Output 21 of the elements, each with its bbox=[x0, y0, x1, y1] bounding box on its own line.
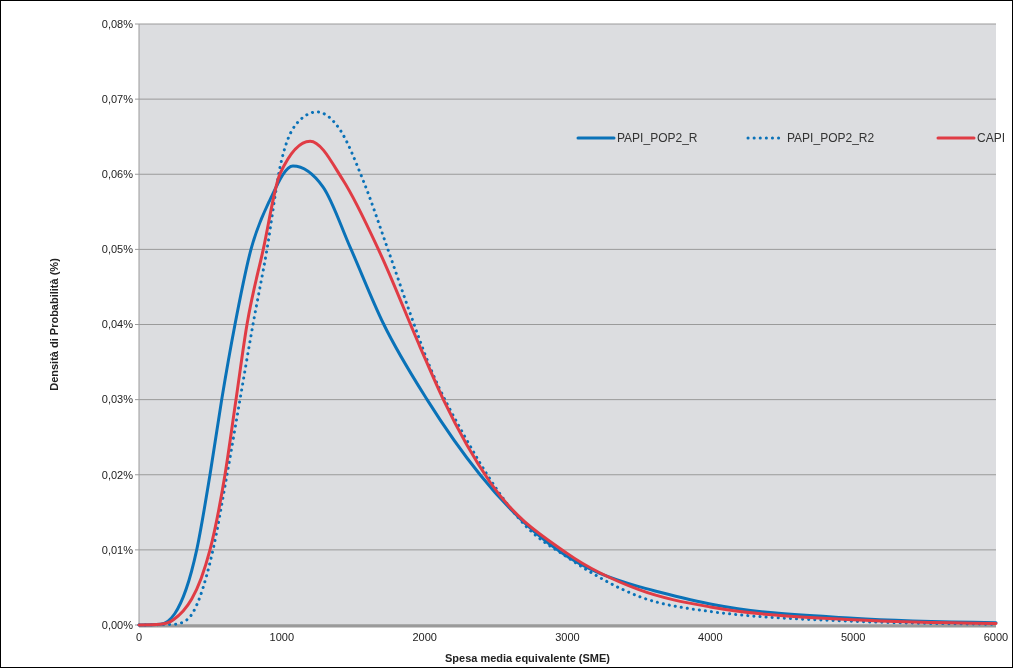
x-tick-label: 0 bbox=[135, 631, 143, 643]
x-tick-label: 3000 bbox=[555, 631, 580, 643]
y-tick-label: 0,02% bbox=[101, 468, 134, 481]
legend-label: PAPI_POP2_R bbox=[617, 131, 698, 146]
y-tick-label: 0,01% bbox=[101, 543, 134, 556]
y-tick-label: 0,00% bbox=[101, 618, 134, 631]
x-tick-label: 4000 bbox=[698, 631, 723, 643]
x-tick-label: 6000 bbox=[983, 631, 1009, 643]
x-axis-title: Spesa media equivalente (SME) bbox=[444, 652, 611, 664]
y-tick-label: 0,04% bbox=[101, 318, 134, 331]
y-tick-label: 0,06% bbox=[101, 168, 134, 181]
x-tick-label: 1000 bbox=[269, 631, 295, 643]
y-tick-label: 0,05% bbox=[101, 243, 134, 256]
y-tick-label: 0,07% bbox=[101, 92, 134, 105]
legend-label: CAPI bbox=[977, 131, 1006, 146]
y-tick-label: 0,03% bbox=[101, 393, 134, 406]
legend-label: PAPI_POP2_R2 bbox=[787, 131, 875, 146]
y-tick-label: 0,08% bbox=[101, 17, 134, 30]
y-axis-title: Densità di Probabilità (%) bbox=[48, 257, 60, 391]
x-tick-label: 5000 bbox=[840, 631, 866, 643]
x-tick-label: 2000 bbox=[412, 631, 437, 643]
